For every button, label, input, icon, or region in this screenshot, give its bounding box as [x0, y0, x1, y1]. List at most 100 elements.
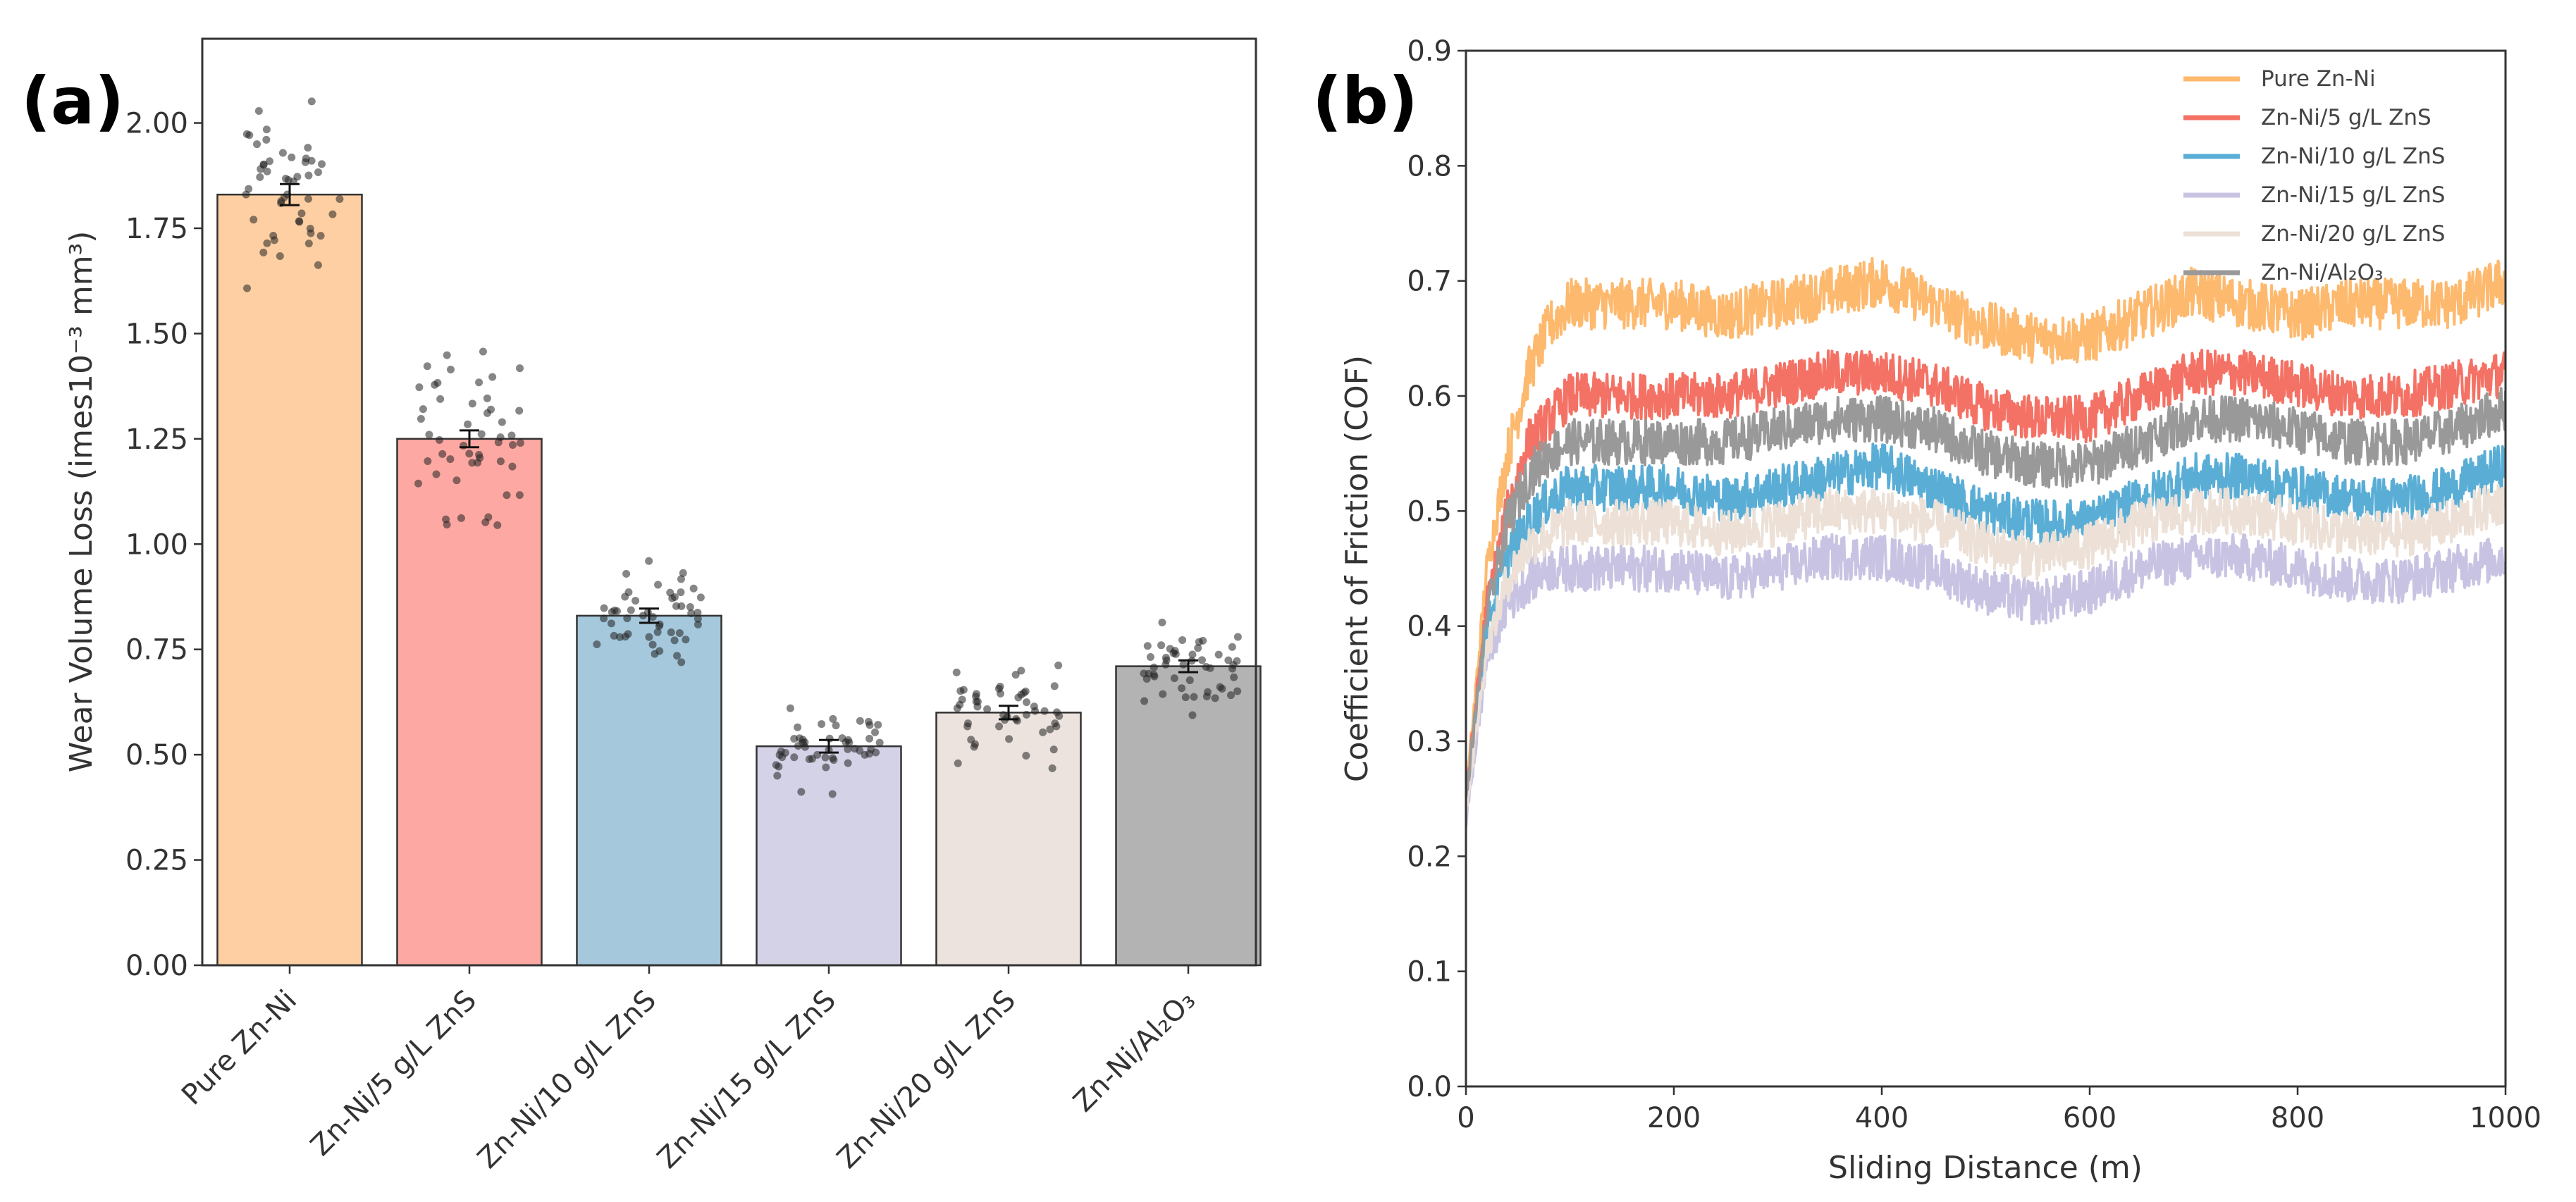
data-point — [952, 668, 961, 676]
data-point — [316, 232, 325, 240]
data-point — [1049, 745, 1058, 754]
y-tick-label: 2.00 — [125, 108, 188, 140]
data-point — [259, 248, 268, 256]
y-tick-label: 1.00 — [125, 528, 188, 561]
data-point — [1169, 649, 1178, 657]
data-point — [1178, 684, 1186, 693]
data-point — [1150, 672, 1159, 681]
data-point — [1204, 688, 1212, 696]
data-point — [417, 414, 425, 423]
data-point — [1226, 691, 1235, 700]
data-point — [301, 158, 309, 166]
data-point — [610, 631, 618, 640]
data-point — [851, 745, 859, 753]
data-point — [1157, 641, 1166, 650]
data-point — [600, 614, 608, 623]
series-line — [1466, 442, 2506, 806]
data-point — [844, 745, 852, 753]
error-bar — [460, 429, 479, 449]
data-point — [1190, 693, 1198, 701]
data-point — [516, 364, 524, 373]
data-point — [479, 347, 487, 356]
x-tick-label: Zn-Ni/20 g/L ZnS — [831, 984, 1022, 1175]
series-line — [1466, 533, 2506, 828]
x-tick-label: 400 — [1855, 1102, 1909, 1134]
series-line — [1466, 387, 2506, 799]
x-axis-ticks: 0 200 400 600 800 1000 — [1457, 1086, 2541, 1134]
data-point — [645, 633, 653, 641]
x-tick-label: Zn-Ni/5 g/L ZnS — [304, 984, 483, 1163]
data-point — [973, 698, 982, 706]
data-point — [790, 753, 799, 762]
data-point — [498, 418, 506, 426]
data-point — [631, 597, 640, 605]
data-point — [1005, 735, 1013, 743]
data-point — [484, 513, 493, 521]
data-point — [1185, 676, 1194, 685]
data-point — [844, 736, 852, 744]
data-point — [1228, 664, 1237, 673]
data-point — [465, 450, 474, 458]
x-tick-label: 0 — [1457, 1102, 1474, 1134]
y-tick-label: 0.50 — [125, 739, 188, 772]
y-tick-label: 0.7 — [1407, 266, 1452, 298]
data-point — [276, 252, 284, 261]
data-point — [1194, 644, 1202, 652]
data-point — [1048, 764, 1056, 772]
data-point — [627, 606, 635, 614]
error-bar — [1178, 659, 1198, 674]
data-point — [256, 173, 264, 181]
data-point — [509, 441, 517, 450]
y-tick-label: 0.2 — [1407, 841, 1452, 873]
y-tick-label: 1.50 — [125, 318, 188, 350]
data-point — [452, 476, 461, 485]
data-point — [288, 153, 296, 161]
y-tick-label: 1.75 — [125, 213, 188, 245]
data-point — [778, 753, 787, 762]
data-point — [1158, 618, 1166, 626]
data-point — [328, 210, 337, 218]
data-point — [954, 759, 962, 767]
data-point — [1030, 702, 1038, 711]
data-point — [818, 720, 826, 729]
y-axis-ticks: 0.00 0.25 0.50 0.75 1.00 1.25 1.50 1.75 2.00 — [125, 108, 202, 982]
data-point — [623, 614, 631, 623]
data-point — [265, 157, 273, 166]
data-point — [262, 135, 271, 144]
data-point — [314, 168, 322, 177]
data-point — [696, 593, 705, 602]
data-point — [801, 743, 809, 751]
data-point — [1195, 638, 1203, 646]
data-point — [1054, 661, 1063, 669]
data-point — [1017, 667, 1025, 675]
data-point — [515, 491, 524, 500]
data-point — [281, 175, 290, 183]
data-point — [243, 284, 252, 292]
data-point — [1053, 708, 1061, 717]
data-point — [468, 459, 476, 467]
data-point — [794, 742, 802, 750]
data-point — [797, 788, 806, 796]
data-point — [861, 750, 869, 759]
x-tick-label: 600 — [2063, 1102, 2116, 1134]
legend: Pure Zn-Ni Zn-Ni/5 g/L ZnS Zn-Ni/10 g/L Zn… — [2183, 66, 2445, 285]
bar — [756, 745, 902, 967]
data-point — [694, 608, 702, 617]
legend-label: Zn-Ni/5 g/L ZnS — [2261, 105, 2432, 130]
data-point — [875, 738, 884, 747]
data-point — [423, 362, 431, 371]
data-point — [1202, 663, 1210, 671]
data-point — [1022, 751, 1030, 760]
data-point — [508, 462, 517, 471]
data-point — [475, 451, 483, 459]
data-point — [475, 378, 483, 387]
data-point — [1181, 693, 1190, 702]
data-point — [670, 636, 679, 645]
data-point — [433, 378, 442, 387]
series-line — [1466, 483, 2506, 812]
data-point — [1022, 710, 1030, 719]
plot-area-frame — [1465, 49, 2507, 1088]
data-point — [263, 167, 271, 175]
data-point — [615, 633, 624, 641]
